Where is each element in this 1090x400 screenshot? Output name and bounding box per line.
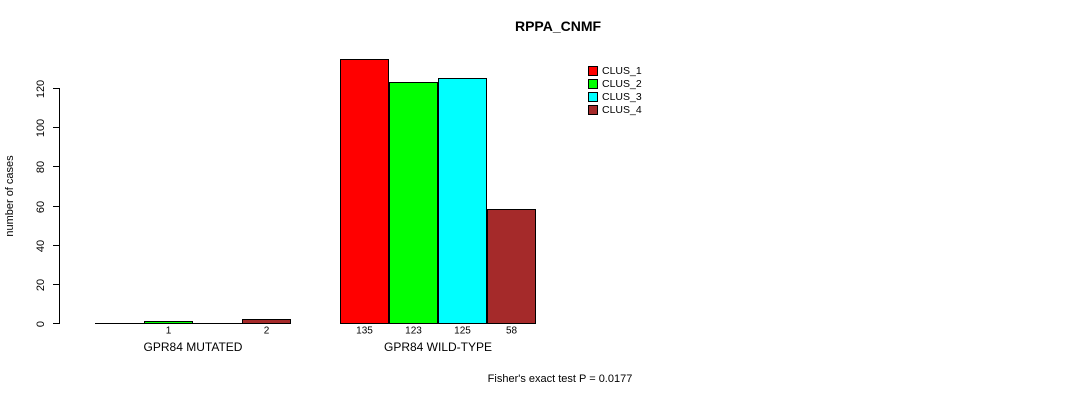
y-axis-tick-label: 100 — [35, 118, 47, 137]
y-axis-tick-label: 80 — [35, 160, 47, 173]
y-axis-tick-label: 60 — [35, 200, 47, 213]
bar-value-label: 2 — [263, 325, 270, 337]
bar-clus_4 — [242, 319, 291, 324]
bar-clus_4 — [487, 209, 536, 324]
x-group-label: GPR84 WILD-TYPE — [383, 340, 493, 354]
bar-value-label: 58 — [505, 325, 518, 337]
bar-clus_2 — [389, 82, 438, 324]
bar-clus_3 — [438, 78, 487, 324]
legend-label-clus_3: CLUS_3 — [602, 91, 642, 103]
bar-value-label: 123 — [405, 325, 422, 337]
bar-clus_2 — [144, 321, 193, 324]
bar-value-label: 135 — [356, 325, 373, 337]
legend-swatch-clus_3 — [588, 92, 598, 102]
legend-label-clus_1: CLUS_1 — [602, 65, 642, 77]
y-axis-tick-label: 40 — [35, 239, 47, 252]
y-axis-tick — [53, 166, 59, 167]
x-group-label: GPR84 MUTATED — [143, 340, 243, 354]
y-axis-tick-label: 120 — [35, 79, 47, 98]
bar-value-label: 1 — [165, 325, 172, 337]
y-axis-tick — [53, 206, 59, 207]
y-axis-tick — [53, 127, 59, 128]
y-axis-label: number of cases — [4, 155, 16, 237]
legend-label-clus_4: CLUS_4 — [602, 104, 642, 116]
legend-swatch-clus_1 — [588, 66, 598, 76]
legend-swatch-clus_2 — [588, 79, 598, 89]
y-axis-line — [59, 88, 60, 324]
zero-baseline — [95, 323, 291, 324]
y-axis-tick — [53, 245, 59, 246]
y-axis-tick-label: 0 — [35, 320, 47, 327]
y-axis-tick — [53, 323, 59, 324]
fisher-test-annotation: Fisher's exact test P = 0.0177 — [487, 373, 633, 385]
bar-clus_1 — [340, 59, 389, 324]
y-axis-tick — [53, 284, 59, 285]
chart-title: RPPA_CNMF — [514, 18, 602, 34]
y-axis-tick-label: 20 — [35, 278, 47, 291]
y-axis-tick — [53, 88, 59, 89]
legend-label-clus_2: CLUS_2 — [602, 78, 642, 90]
legend-swatch-clus_4 — [588, 105, 598, 115]
bar-value-label: 125 — [454, 325, 471, 337]
